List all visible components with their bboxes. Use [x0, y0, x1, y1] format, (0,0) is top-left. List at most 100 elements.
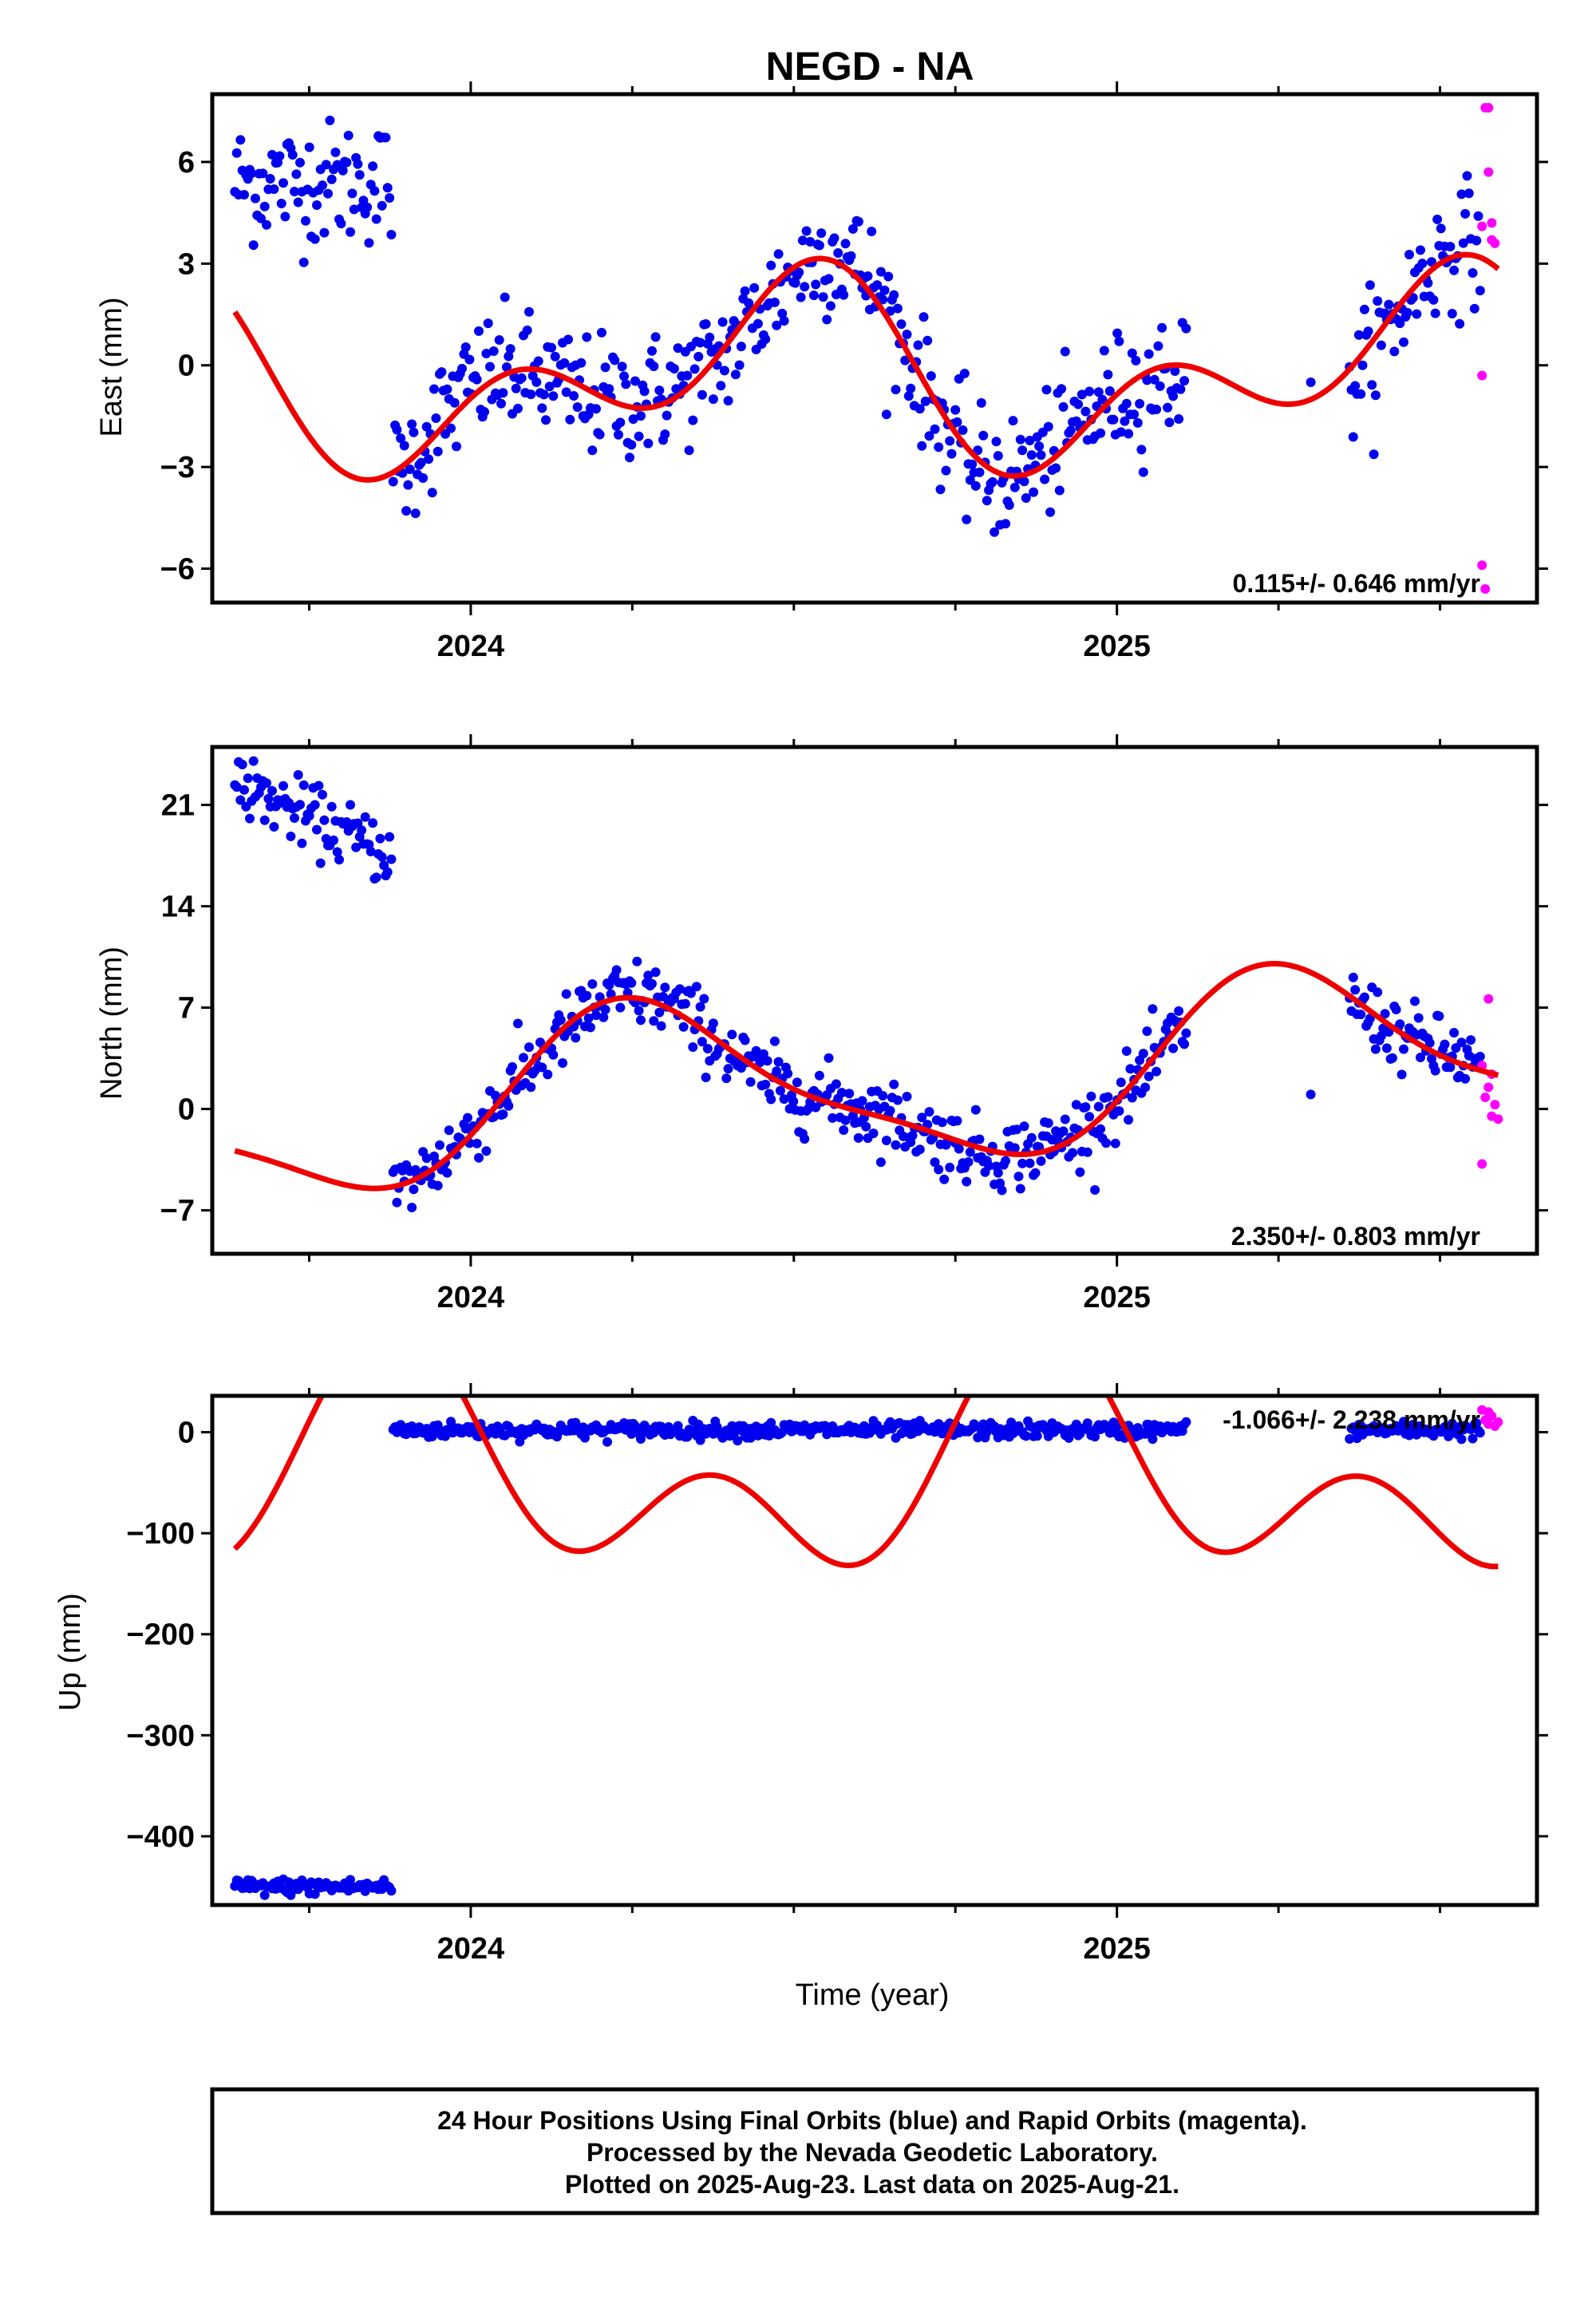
north-final-point: [1124, 1115, 1134, 1125]
east-final-point: [982, 496, 992, 506]
north-final-point: [924, 1107, 934, 1117]
north-final-point: [954, 1144, 964, 1154]
east-final-point: [595, 429, 605, 440]
east-final-point: [1004, 500, 1014, 510]
north-final-point: [685, 988, 696, 998]
east-final-point: [496, 398, 506, 409]
up-final-point: [602, 1437, 612, 1447]
north-final-point: [1140, 1082, 1151, 1093]
north-final-point: [934, 1164, 944, 1175]
north-final-point: [269, 822, 279, 832]
north-final-point: [891, 1140, 901, 1150]
north-final-point: [385, 832, 395, 842]
east-final-point: [330, 147, 341, 157]
east-final-point: [878, 294, 888, 305]
east-final-point: [591, 404, 601, 414]
east-final-point: [1357, 360, 1368, 370]
east-final-point: [290, 187, 299, 196]
east-final-point: [1057, 384, 1067, 394]
east-final-point: [1124, 429, 1134, 439]
east-final-point: [1464, 188, 1474, 199]
east-final-point: [1008, 416, 1018, 426]
east-final-point: [708, 394, 718, 405]
east-final-point: [298, 257, 309, 267]
east-final-point: [673, 343, 683, 354]
north-final-point: [1103, 1092, 1113, 1102]
east-final-point: [488, 346, 499, 356]
east-final-point: [1473, 211, 1483, 221]
east-final-point: [1430, 308, 1440, 318]
north-final-point: [674, 984, 685, 994]
north-rapid-point: [1477, 1159, 1487, 1169]
north-final-point: [723, 1064, 733, 1074]
east-final-point: [256, 213, 266, 223]
east-final-point: [1384, 299, 1394, 310]
east-final-point: [723, 396, 733, 406]
east-final-point: [840, 239, 851, 249]
north-final-point: [600, 1005, 610, 1014]
east-final-point: [1077, 389, 1087, 400]
east-final-point: [347, 188, 358, 199]
north-final-point: [351, 842, 361, 852]
north-final-point: [537, 1062, 547, 1073]
east-final-point: [649, 362, 659, 371]
east-final-point: [498, 388, 508, 398]
east-final-point: [1041, 385, 1052, 395]
north-final-point: [314, 781, 324, 791]
north-final-point: [892, 1095, 903, 1105]
east-final-point: [392, 425, 402, 435]
east-final-point: [753, 318, 763, 329]
north-final-point: [1009, 1143, 1020, 1153]
east-final-point: [576, 358, 587, 368]
north-final-point: [844, 1089, 855, 1099]
x-axis-label: Time (year): [796, 1978, 950, 2012]
north-data: [230, 756, 1503, 1212]
north-final-point: [658, 991, 668, 1002]
east-final-point: [974, 467, 985, 477]
east-final-point: [325, 115, 335, 125]
east-final-point: [1065, 425, 1076, 436]
east-final-point: [354, 170, 365, 180]
up-final-point: [673, 1421, 683, 1431]
north-final-point: [691, 982, 701, 992]
east-final-point: [457, 363, 467, 373]
north-final-point: [1396, 1069, 1407, 1080]
east-final-point: [1168, 391, 1179, 401]
east-final-point: [480, 407, 489, 417]
east-final-point: [991, 437, 1001, 447]
east-final-point: [269, 184, 279, 194]
east-final-point: [1432, 214, 1443, 224]
footer-box: 24 Hour Positions Using Final Orbits (bl…: [210, 2087, 1539, 2215]
north-final-point: [1086, 1091, 1096, 1101]
footer-frame: [210, 2087, 1539, 2215]
north-panel: 21 14 7 0 −7 2024 2025 2.350+/- 0.803 mm/yr Nort…: [95, 734, 1548, 1314]
north-final-point: [615, 1002, 626, 1013]
east-xtick-label: 2024: [437, 630, 505, 663]
north-final-point: [1391, 1005, 1401, 1014]
north-final-point: [1012, 1124, 1022, 1135]
east-final-point: [1116, 427, 1126, 437]
east-final-point: [424, 454, 434, 464]
up-final-point: [1090, 1432, 1100, 1442]
north-final-point: [1060, 1114, 1070, 1124]
east-final-point: [326, 174, 337, 184]
north-final-point: [697, 1037, 707, 1047]
east-final-point: [371, 214, 381, 224]
north-final-point: [1466, 1035, 1476, 1045]
north-final-point: [1101, 1138, 1112, 1148]
north-final-point: [1387, 1053, 1397, 1063]
east-final-point: [625, 453, 634, 463]
east-final-point: [941, 465, 951, 476]
east-xtick-label: 2025: [1083, 630, 1151, 663]
north-final-point: [286, 832, 296, 841]
north-final-point: [409, 1184, 419, 1195]
north-final-point: [1475, 1051, 1485, 1061]
east-final-point: [1179, 376, 1190, 386]
east-rapid-point: [1477, 560, 1487, 571]
east-final-point: [437, 367, 447, 377]
north-final-point: [231, 782, 242, 792]
north-final-point: [1144, 1071, 1154, 1081]
north-final-point: [828, 1113, 838, 1123]
east-final-point: [614, 429, 623, 440]
east-final-point: [1163, 402, 1173, 413]
